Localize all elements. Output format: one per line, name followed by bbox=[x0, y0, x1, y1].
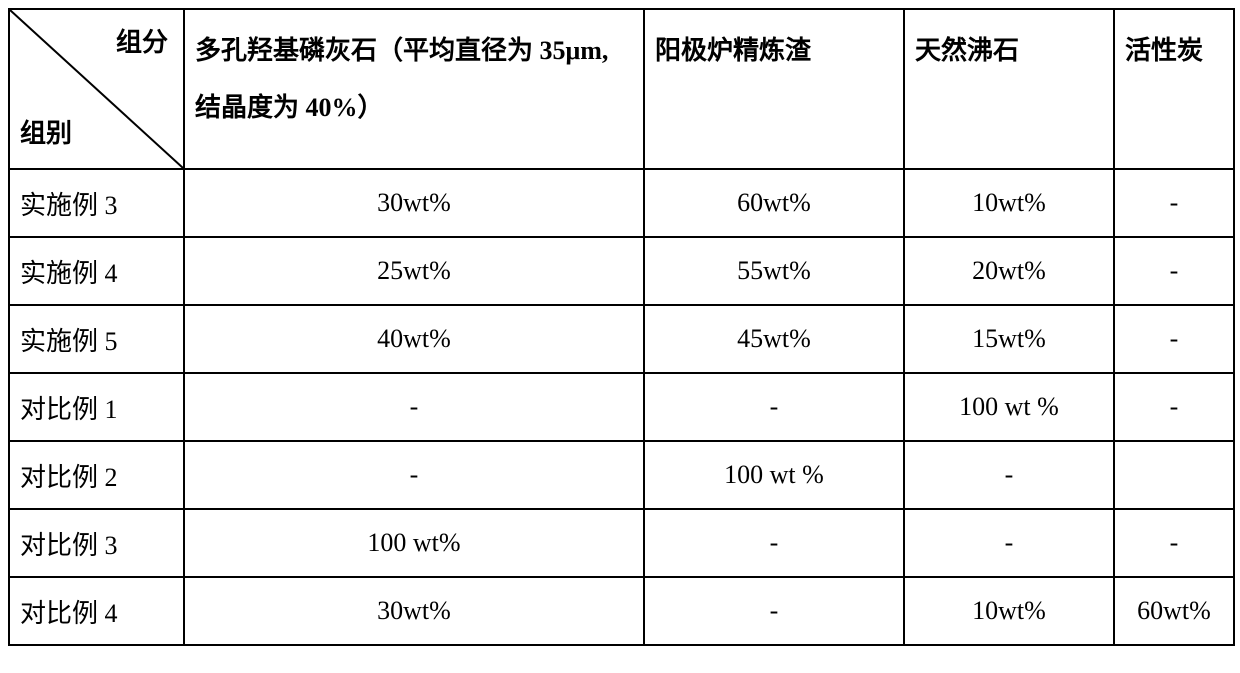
row-label: 对比例 4 bbox=[9, 577, 184, 645]
header-row: 组分 组别 多孔羟基磷灰石（平均直径为 35μm, 结晶度为 40%） 阳极炉精… bbox=[9, 9, 1234, 169]
row-label: 实施例 3 bbox=[9, 169, 184, 237]
data-cell: - bbox=[1114, 169, 1234, 237]
data-cell: 55wt% bbox=[644, 237, 904, 305]
data-cell: 60wt% bbox=[644, 169, 904, 237]
table-row: 对比例 430wt%-10wt%60wt% bbox=[9, 577, 1234, 645]
header-bottom-label: 组别 bbox=[20, 113, 72, 150]
row-label: 实施例 5 bbox=[9, 305, 184, 373]
table-body: 实施例 330wt%60wt%10wt%-实施例 425wt%55wt%20wt… bbox=[9, 169, 1234, 645]
data-cell: 40wt% bbox=[184, 305, 644, 373]
data-cell: 10wt% bbox=[904, 577, 1114, 645]
data-cell: 25wt% bbox=[184, 237, 644, 305]
table-row: 实施例 540wt%45wt%15wt%- bbox=[9, 305, 1234, 373]
header-top-label: 组分 bbox=[116, 22, 168, 59]
data-cell: - bbox=[904, 441, 1114, 509]
data-cell: - bbox=[184, 441, 644, 509]
data-cell: - bbox=[644, 373, 904, 441]
table-row: 实施例 425wt%55wt%20wt%- bbox=[9, 237, 1234, 305]
data-cell: 30wt% bbox=[184, 169, 644, 237]
table-row: 对比例 2-100 wt %- bbox=[9, 441, 1234, 509]
data-cell: - bbox=[184, 373, 644, 441]
table-row: 对比例 1--100 wt %- bbox=[9, 373, 1234, 441]
data-cell bbox=[1114, 441, 1234, 509]
data-cell: 10wt% bbox=[904, 169, 1114, 237]
row-label: 实施例 4 bbox=[9, 237, 184, 305]
data-cell: 100 wt % bbox=[904, 373, 1114, 441]
data-cell: 100 wt% bbox=[184, 509, 644, 577]
row-label: 对比例 2 bbox=[9, 441, 184, 509]
data-cell: 15wt% bbox=[904, 305, 1114, 373]
col-header-2: 阳极炉精炼渣 bbox=[644, 9, 904, 169]
row-label: 对比例 3 bbox=[9, 509, 184, 577]
data-cell: - bbox=[644, 509, 904, 577]
composition-table: 组分 组别 多孔羟基磷灰石（平均直径为 35μm, 结晶度为 40%） 阳极炉精… bbox=[8, 8, 1235, 646]
data-cell: 45wt% bbox=[644, 305, 904, 373]
data-cell: 100 wt % bbox=[644, 441, 904, 509]
col-header-3: 天然沸石 bbox=[904, 9, 1114, 169]
data-cell: 30wt% bbox=[184, 577, 644, 645]
data-cell: 20wt% bbox=[904, 237, 1114, 305]
data-cell: - bbox=[644, 577, 904, 645]
data-cell: - bbox=[1114, 237, 1234, 305]
table-row: 对比例 3100 wt%--- bbox=[9, 509, 1234, 577]
data-cell: - bbox=[1114, 305, 1234, 373]
col-header-1: 多孔羟基磷灰石（平均直径为 35μm, 结晶度为 40%） bbox=[184, 9, 644, 169]
data-cell: 60wt% bbox=[1114, 577, 1234, 645]
data-cell: - bbox=[1114, 509, 1234, 577]
data-cell: - bbox=[904, 509, 1114, 577]
diagonal-header-cell: 组分 组别 bbox=[9, 9, 184, 169]
data-cell: - bbox=[1114, 373, 1234, 441]
table-row: 实施例 330wt%60wt%10wt%- bbox=[9, 169, 1234, 237]
row-label: 对比例 1 bbox=[9, 373, 184, 441]
col-header-4: 活性炭 bbox=[1114, 9, 1234, 169]
